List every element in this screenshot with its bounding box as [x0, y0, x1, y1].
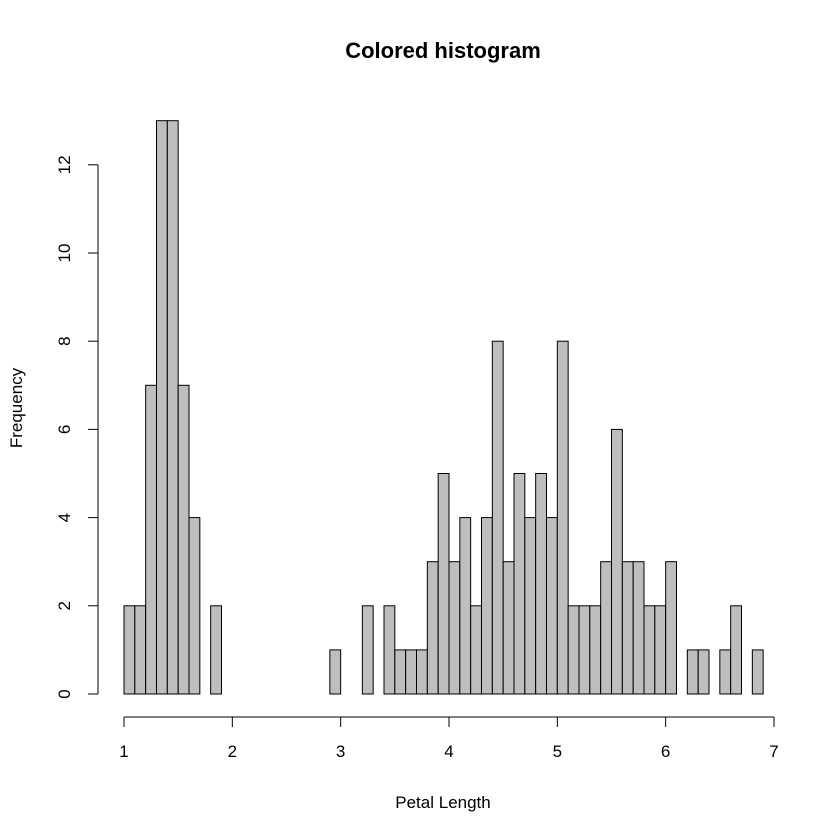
histogram-bar — [686, 649, 699, 695]
histogram-bar — [751, 649, 764, 695]
histogram-bar — [156, 120, 168, 695]
histogram-bar — [654, 605, 667, 695]
histogram-bar — [361, 605, 374, 695]
bars-group — [123, 120, 764, 695]
histogram-bar — [535, 473, 547, 695]
x-axis: 1 2 3 4 5 6 7 — [119, 716, 779, 761]
histogram-bar — [665, 561, 677, 695]
histogram-bar — [611, 428, 623, 695]
histogram-bar — [697, 649, 710, 695]
histogram-bar — [546, 517, 558, 695]
y-tick-label: 6 — [55, 425, 74, 434]
x-tick-label: 6 — [661, 742, 670, 761]
x-tick-label: 7 — [769, 742, 778, 761]
histogram-bar — [632, 561, 645, 695]
y-tick-label: 10 — [55, 244, 74, 263]
histogram-bar — [329, 649, 342, 695]
histogram-bar — [719, 649, 732, 695]
x-tick-label: 1 — [119, 742, 128, 761]
y-tick-label: 4 — [55, 513, 74, 522]
histogram-bar — [567, 605, 580, 695]
histogram-bar — [448, 561, 461, 695]
y-tick-label: 8 — [55, 336, 74, 345]
x-tick-label: 3 — [336, 742, 345, 761]
histogram-bar — [166, 120, 179, 695]
histogram-bar — [188, 517, 201, 695]
y-tick-label: 0 — [55, 689, 74, 698]
histogram-bar — [589, 605, 602, 695]
histogram-bar — [405, 649, 418, 695]
histogram-bar — [621, 561, 634, 695]
histogram-bar — [383, 605, 396, 695]
histogram-bar — [600, 561, 612, 695]
histogram-bar — [210, 605, 222, 695]
histogram-bar — [177, 384, 190, 695]
histogram-bar — [145, 384, 157, 695]
chart-title: Colored histogram — [345, 38, 541, 63]
histogram-bar — [643, 605, 656, 695]
histogram-bar — [524, 517, 537, 695]
histogram-bar — [470, 605, 483, 695]
x-tick-label: 2 — [228, 742, 237, 761]
y-axis: 0 2 4 6 8 10 12 — [55, 155, 99, 699]
histogram-bar — [426, 561, 439, 695]
histogram-bar — [556, 340, 569, 695]
histogram-bar — [481, 517, 493, 695]
y-tick-label: 2 — [55, 601, 74, 610]
histogram-bar — [459, 517, 472, 695]
x-axis-label: Petal Length — [395, 793, 490, 812]
histogram-bar — [416, 649, 428, 695]
histogram-bar — [123, 605, 136, 695]
histogram-bar — [513, 473, 526, 695]
histogram-bar — [578, 605, 591, 695]
y-axis-label: Frequency — [7, 367, 26, 448]
y-tick-label: 12 — [55, 155, 74, 174]
histogram-bar — [394, 649, 407, 695]
histogram-bar — [502, 561, 515, 695]
x-tick-label: 4 — [444, 742, 453, 761]
histogram-bar — [491, 340, 504, 695]
histogram-bar — [437, 473, 450, 695]
x-tick-label: 5 — [553, 742, 562, 761]
histogram-bar — [730, 605, 742, 695]
histogram-bar — [134, 605, 147, 695]
